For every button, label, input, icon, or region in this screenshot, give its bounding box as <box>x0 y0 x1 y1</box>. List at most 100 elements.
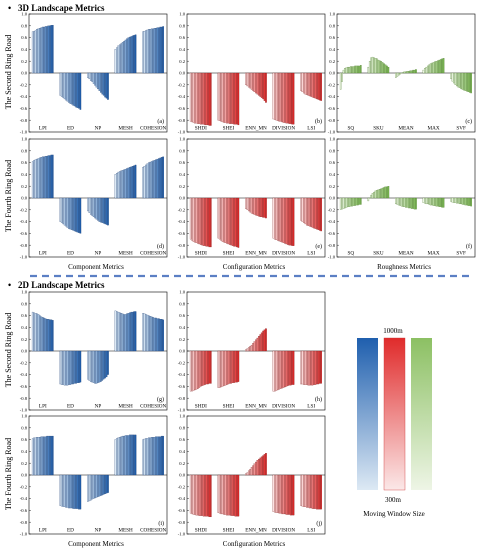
bar <box>129 434 131 476</box>
bar <box>247 347 250 352</box>
bar <box>255 72 257 94</box>
bar <box>380 188 382 199</box>
bar <box>75 72 77 108</box>
bar <box>153 317 156 352</box>
chart-panel: 1.0 0.8 0.6 0.4 0.2 0.0 -0.2 -0.4 -0.6 -0.8 -1.0 LP… <box>20 12 168 135</box>
y-tick-label: 0.8 <box>179 23 185 28</box>
chart-panel: 1.0 0.8 0.6 0.4 0.2 0.0 -0.2 -0.4 -0.6 -0.8 -1.0 SH… <box>178 290 326 413</box>
bar <box>441 58 443 74</box>
bar <box>148 437 150 476</box>
bar <box>314 474 317 509</box>
panel-frame <box>186 138 326 258</box>
bar <box>253 197 256 215</box>
bar <box>231 197 234 246</box>
y-tick-label: 0.8 <box>179 148 185 153</box>
bar <box>72 197 74 231</box>
bar <box>194 474 196 515</box>
bar <box>400 197 403 207</box>
category-label: ED <box>67 126 74 132</box>
y-tick-label: 0.4 <box>179 449 185 454</box>
bar <box>36 29 38 74</box>
bar <box>208 72 211 126</box>
bar <box>50 25 53 74</box>
bar <box>44 155 47 199</box>
bar <box>73 72 76 107</box>
bar <box>236 197 238 248</box>
bar <box>162 319 164 352</box>
bar <box>466 72 468 92</box>
bar <box>114 49 117 74</box>
y-tick-label: 0.8 <box>21 301 27 306</box>
bar <box>308 72 311 97</box>
bar <box>397 197 400 206</box>
bar <box>50 319 53 352</box>
bar <box>107 72 109 100</box>
bar <box>412 197 414 209</box>
panel-frame <box>186 415 326 535</box>
bar <box>192 350 195 391</box>
bar <box>87 474 89 502</box>
bar <box>287 474 289 515</box>
bar <box>258 197 260 217</box>
bar <box>306 72 308 95</box>
bar <box>159 319 162 352</box>
bar <box>278 474 281 514</box>
bar <box>152 28 154 74</box>
bar <box>70 197 73 230</box>
bar <box>123 41 125 74</box>
bar <box>59 474 62 506</box>
bar <box>227 197 230 245</box>
chart-panel: 1.0 0.8 0.6 0.4 0.2 0.0 -0.2 -0.4 -0.6 -0.8 -1.0 SH… <box>178 12 326 135</box>
y-tick-label: -0.6 <box>328 231 336 236</box>
bar <box>100 474 102 496</box>
bar <box>246 197 249 210</box>
bar <box>260 72 263 98</box>
bar <box>265 72 267 103</box>
bar <box>284 72 286 123</box>
bar <box>457 72 460 88</box>
bar <box>387 186 390 199</box>
bar <box>194 350 196 391</box>
bar <box>304 350 307 385</box>
category-label: SHEI <box>223 126 235 132</box>
bar <box>94 350 96 384</box>
category-label: COHESION <box>140 528 166 534</box>
bar <box>62 197 64 225</box>
y-tick-label: 0.6 <box>179 35 185 40</box>
bar <box>233 350 235 383</box>
bar <box>292 474 295 516</box>
bar <box>434 61 436 74</box>
bar <box>265 453 267 476</box>
bar <box>249 346 251 352</box>
y-tick-label: 0.0 <box>21 349 27 354</box>
bar <box>377 189 380 199</box>
bar <box>402 197 404 207</box>
bar <box>252 343 254 352</box>
bar <box>341 197 343 210</box>
bar <box>60 72 63 97</box>
bar <box>131 434 134 476</box>
y-tick-label: -0.6 <box>328 106 336 111</box>
bar <box>202 474 205 517</box>
bar <box>231 72 234 124</box>
bar <box>464 72 467 91</box>
bar <box>303 72 305 94</box>
bar <box>265 197 267 219</box>
bar <box>316 350 318 385</box>
bar <box>152 317 154 352</box>
y-tick-label: 0.2 <box>21 461 27 466</box>
category-label: SHDI <box>195 126 207 132</box>
bar <box>95 72 98 88</box>
row-label-fourth-2d: The Fourth Ring Road <box>4 438 13 510</box>
bar <box>39 315 41 352</box>
bar <box>274 474 276 513</box>
bar <box>133 434 135 476</box>
y-tick-label: -0.4 <box>178 219 186 224</box>
bar <box>123 435 125 476</box>
bar <box>292 350 295 385</box>
bar <box>146 163 149 199</box>
bar <box>245 197 247 209</box>
bar <box>49 25 51 74</box>
bar <box>210 72 212 126</box>
y-tick-label: 0.6 <box>21 35 27 40</box>
